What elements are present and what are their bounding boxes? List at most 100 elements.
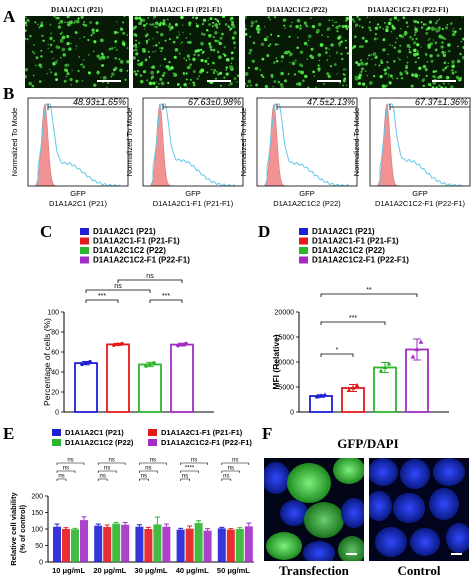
legend-label: D1A1A2C1C2 (P22) bbox=[93, 246, 166, 255]
bar bbox=[62, 529, 70, 562]
legend-label: D1A1A2C1C2 (P22) bbox=[312, 246, 385, 255]
y-tick-label: 10000 bbox=[275, 360, 295, 367]
significance-label: ** bbox=[366, 287, 372, 294]
significance-label: ns bbox=[100, 474, 106, 480]
bar bbox=[170, 343, 194, 413]
flow-histogram: Normalized To Mode 67.63±0.98% GFPD1A1A2C1… bbox=[125, 97, 244, 208]
data-point bbox=[410, 354, 416, 359]
bar bbox=[135, 526, 144, 562]
bar bbox=[373, 366, 397, 413]
bar bbox=[106, 343, 130, 413]
legend-label: D1A1A2C1 (P21) bbox=[65, 428, 124, 437]
data-point bbox=[414, 346, 420, 352]
significance-bracket bbox=[139, 462, 167, 465]
significance-bracket bbox=[149, 299, 183, 303]
bar bbox=[217, 528, 226, 562]
control-histogram bbox=[264, 103, 287, 187]
significance-bracket bbox=[97, 470, 117, 473]
significance-bracket bbox=[56, 470, 76, 473]
legend-label: D1A1A2C1 (P21) bbox=[312, 227, 375, 236]
panel-label-e: E bbox=[3, 424, 15, 443]
significance-label: ns bbox=[150, 458, 156, 464]
x-tick-label: 40 μg/mL bbox=[176, 566, 209, 575]
bar bbox=[80, 520, 88, 562]
legend-swatch bbox=[52, 429, 61, 436]
data-point bbox=[152, 361, 156, 365]
flow-ylabel: Normalized To Mode bbox=[352, 108, 361, 177]
panel-label-f: F bbox=[262, 424, 273, 443]
flow-histogram: Normalized To Mode 67.37±1.36% GFPD1A1A2C1… bbox=[352, 97, 471, 208]
gate-percentage: 67.37±1.36% bbox=[415, 97, 468, 107]
bar bbox=[244, 526, 253, 562]
flow-ylabel: Normalized To Mode bbox=[239, 108, 248, 177]
bar bbox=[176, 529, 185, 562]
significance-bracket bbox=[320, 293, 418, 297]
significance-label: ns bbox=[146, 273, 154, 280]
bar bbox=[226, 529, 235, 562]
data-point bbox=[318, 393, 324, 398]
bar bbox=[74, 362, 98, 413]
micrograph-p21 bbox=[25, 16, 129, 88]
panel-f-title: GFP/DAPI bbox=[337, 436, 399, 451]
significance-bracket bbox=[221, 470, 241, 473]
y-tick-label: 20 bbox=[51, 390, 59, 397]
legend-swatch bbox=[299, 228, 308, 235]
micrograph-control bbox=[369, 458, 469, 561]
micro-title-2: D1A1A2C1-F1 (P21-F1) bbox=[149, 6, 223, 14]
flow-histogram: Normalized To Mode 48.93±1.65% GFPD1A1A2C1… bbox=[10, 97, 129, 208]
panel-label-a: A bbox=[3, 7, 16, 26]
bar bbox=[53, 526, 61, 562]
significance-bracket bbox=[97, 462, 126, 465]
legend-label: D1A1A2C1-F1 (P21-F1) bbox=[93, 237, 180, 246]
x-tick-label: 10 μg/mL bbox=[52, 566, 85, 575]
significance-label: ns bbox=[223, 474, 229, 480]
significance-bracket bbox=[180, 470, 199, 473]
y-tick-label: 50 bbox=[35, 543, 43, 550]
legend-swatch bbox=[80, 237, 89, 245]
bar bbox=[162, 526, 171, 562]
bar bbox=[144, 529, 153, 562]
x-tick-label: 20 μg/mL bbox=[93, 566, 126, 575]
legend-label: D1A1A2C1C2-F1 (P22-F1) bbox=[312, 256, 409, 265]
legend-swatch bbox=[299, 237, 308, 245]
significance-bracket bbox=[97, 478, 108, 481]
data-point bbox=[120, 341, 124, 346]
significance-label: * bbox=[336, 347, 339, 354]
bar bbox=[121, 524, 130, 562]
data-point bbox=[180, 342, 184, 347]
y-tick-label: 0 bbox=[290, 410, 294, 417]
y-tick-label: 100 bbox=[47, 310, 59, 317]
data-point bbox=[378, 368, 384, 373]
bar bbox=[94, 525, 103, 562]
significance-bracket bbox=[139, 478, 149, 481]
flow-histogram: Normalized To Mode47.5±2.13%GFPD1A1A2C1C… bbox=[239, 97, 358, 208]
bar bbox=[203, 530, 212, 562]
micro-title-3: D1A1A2C1C2 (P22) bbox=[266, 6, 328, 14]
chart-percentage-cells: D1A1A2C1 (P21)D1A1A2C1-F1 (P21-F1)D1A1A2… bbox=[42, 227, 214, 417]
chart-mfi: D1A1A2C1 (P21)D1A1A2C1-F1 (P21-F1)D1A1A2… bbox=[271, 227, 449, 417]
data-point bbox=[88, 360, 92, 364]
legend-swatch bbox=[299, 256, 308, 264]
y-tick-label: 80 bbox=[51, 330, 59, 337]
panel-label-c: C bbox=[40, 222, 53, 241]
legend-label: D1A1A2C1C2-F1 (P22-F1) bbox=[93, 256, 190, 265]
data-point bbox=[354, 382, 360, 388]
significance-bracket bbox=[221, 478, 232, 481]
legend-label: D1A1A2C1-F1 (P21-F1) bbox=[161, 428, 243, 437]
y-axis-label: (% of control) bbox=[18, 504, 27, 553]
legend-label: D1A1A2C1 (P21) bbox=[93, 227, 156, 236]
micrograph-p22-f1 bbox=[352, 16, 464, 88]
legend-swatch bbox=[80, 256, 89, 264]
flow-sample-name: D1A1A2C1 (P21) bbox=[49, 199, 107, 208]
bar bbox=[309, 395, 333, 413]
significance-bracket bbox=[85, 289, 151, 293]
y-tick-label: 15000 bbox=[275, 335, 295, 342]
micro-title-4: D1A1A2C1C2-F1 (P22-F1) bbox=[367, 6, 449, 14]
data-point bbox=[382, 364, 388, 370]
legend-swatch bbox=[52, 439, 61, 446]
flow-xlabel: GFP bbox=[185, 189, 200, 198]
data-point bbox=[112, 343, 116, 347]
data-point bbox=[350, 385, 356, 390]
panel-label-d: D bbox=[258, 222, 271, 241]
gate-percentage: 48.93±1.65% bbox=[73, 97, 126, 107]
